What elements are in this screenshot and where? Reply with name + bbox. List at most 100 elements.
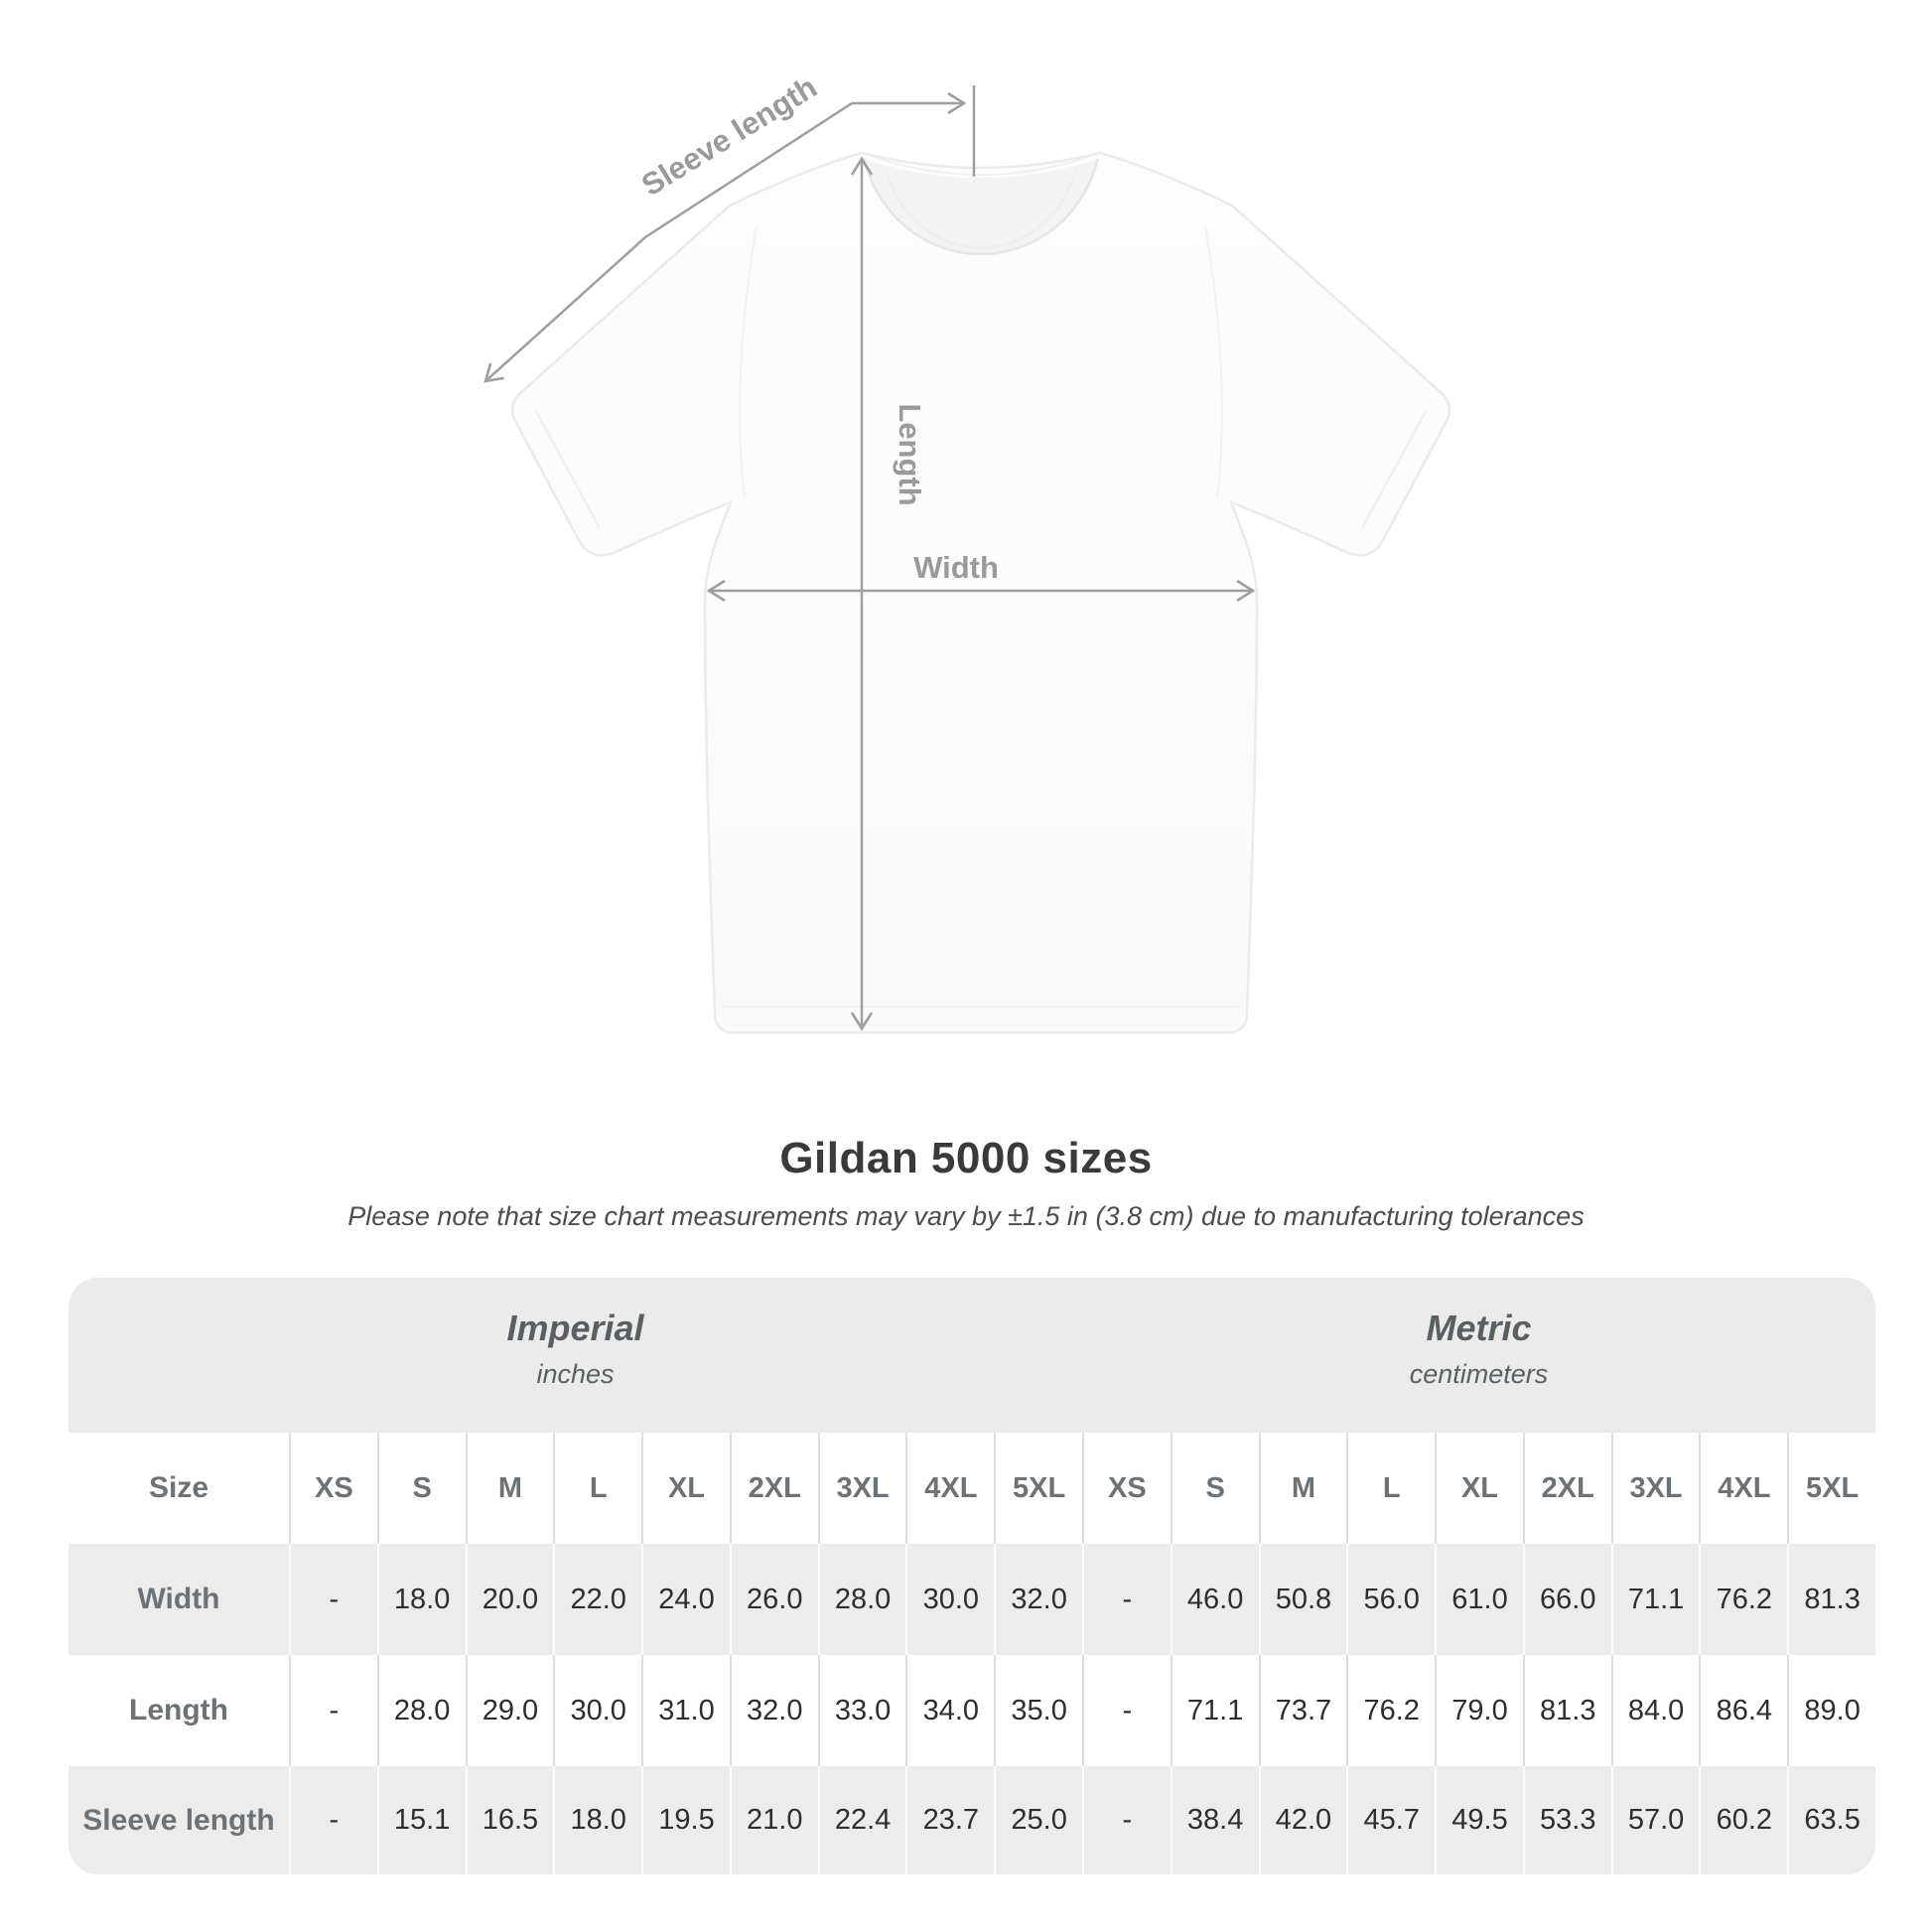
value-cell: -	[1082, 1766, 1171, 1874]
length-label: Length	[893, 403, 927, 505]
value-cell: -	[289, 1544, 377, 1655]
value-cell: 53.3	[1522, 1766, 1611, 1874]
value-cell: 81.3	[1787, 1544, 1875, 1655]
imperial-label: Imperial	[506, 1307, 644, 1348]
left-armhole-seam	[739, 225, 758, 497]
value-cell: 33.0	[817, 1655, 906, 1766]
value-cell: 32.0	[994, 1544, 1082, 1655]
value-cell: 24.0	[641, 1544, 730, 1655]
back-neck-seam	[873, 156, 1089, 176]
value-cell: 57.0	[1610, 1766, 1700, 1874]
left-cuff-seam	[535, 410, 601, 529]
col-header: M	[465, 1433, 554, 1544]
col-header: XL	[641, 1433, 730, 1544]
value-cell: 35.0	[994, 1655, 1082, 1766]
imperial-header: Imperial inches	[69, 1278, 1082, 1433]
table-row-sleeve-length: Sleeve length - 15.1 16.5 18.0 19.5 21.0…	[69, 1766, 1875, 1874]
col-header: M	[1258, 1433, 1347, 1544]
row-label: Sleeve length	[82, 1803, 275, 1837]
right-armhole-seam	[1204, 225, 1223, 497]
value-cell: 20.0	[465, 1544, 554, 1655]
size-header-row: Size XS S M L XL 2XL 3XL 4XL 5XL XS S M …	[69, 1433, 1875, 1544]
unit-header-row: Imperial inches Metric centimeters	[69, 1278, 1875, 1433]
tolerance-note: Please note that size chart measurements…	[347, 1201, 1585, 1231]
tshirt-body	[510, 151, 1451, 1035]
value-cell: 42.0	[1258, 1766, 1347, 1874]
value-cell: 19.5	[641, 1766, 730, 1874]
value-cell: 28.0	[376, 1655, 466, 1766]
col-header: 5XL	[1787, 1433, 1875, 1544]
measurement-annotations	[483, 85, 1256, 1032]
value-cell: 22.0	[553, 1544, 641, 1655]
tshirt-graphic	[510, 151, 1451, 1035]
value-cell: 30.0	[905, 1544, 994, 1655]
col-header: XL	[1435, 1433, 1523, 1544]
value-cell: -	[1082, 1544, 1171, 1655]
value-cell: 81.3	[1522, 1655, 1611, 1766]
value-cell: 16.5	[465, 1766, 554, 1874]
value-cell: 32.0	[729, 1655, 818, 1766]
col-header: 3XL	[817, 1433, 906, 1544]
row-label: Length	[129, 1694, 228, 1726]
value-cell: -	[289, 1655, 377, 1766]
value-cell: 66.0	[1522, 1544, 1611, 1655]
value-cell: 34.0	[905, 1655, 994, 1766]
col-header: 4XL	[1699, 1433, 1787, 1544]
col-header: S	[1170, 1433, 1259, 1544]
col-header: 3XL	[1610, 1433, 1700, 1544]
col-header: 2XL	[729, 1433, 818, 1544]
col-header: S	[376, 1433, 466, 1544]
metric-label: Metric	[1426, 1307, 1532, 1348]
metric-header: Metric centimeters	[1082, 1278, 1875, 1433]
value-cell: 29.0	[465, 1655, 554, 1766]
tshirt-measurement-diagram: Sleeve length Length Width	[483, 69, 1451, 1035]
value-cell: 30.0	[553, 1655, 641, 1766]
col-header: L	[1346, 1433, 1435, 1544]
metric-unit: centimeters	[1409, 1358, 1549, 1389]
col-header: 5XL	[994, 1433, 1082, 1544]
value-cell: 73.7	[1258, 1655, 1347, 1766]
value-cell: 38.4	[1170, 1766, 1259, 1874]
right-cuff-seam	[1361, 410, 1427, 529]
value-cell: 84.0	[1610, 1655, 1700, 1766]
collar-inner-seam	[885, 168, 1077, 249]
table-row-width: Width - 18.0 20.0 22.0 24.0 26.0 28.0 30…	[69, 1544, 1875, 1655]
value-cell: 23.7	[905, 1766, 994, 1874]
value-cell: 71.1	[1170, 1655, 1259, 1766]
row-label: Width	[137, 1583, 220, 1615]
value-cell: 61.0	[1435, 1544, 1523, 1655]
value-cell: 21.0	[729, 1766, 818, 1874]
value-cell: 89.0	[1787, 1655, 1875, 1766]
value-cell: 25.0	[994, 1766, 1082, 1874]
value-cell: 60.2	[1699, 1766, 1787, 1874]
value-cell: 15.1	[376, 1766, 466, 1874]
size-header-cell: Size	[148, 1471, 209, 1504]
imperial-unit: inches	[536, 1358, 615, 1389]
value-cell: 76.2	[1346, 1655, 1435, 1766]
value-cell: 63.5	[1787, 1766, 1875, 1874]
value-cell: 26.0	[729, 1544, 818, 1655]
collar-outer-seam	[862, 158, 1100, 256]
table-row-length: Length - 28.0 29.0 30.0 31.0 32.0 33.0 3…	[69, 1655, 1875, 1766]
value-cell: 45.7	[1346, 1766, 1435, 1874]
value-cell: 71.1	[1610, 1544, 1700, 1655]
value-cell: 50.8	[1258, 1544, 1347, 1655]
col-header: 2XL	[1522, 1433, 1611, 1544]
col-header: XS	[1082, 1433, 1171, 1544]
value-cell: -	[1082, 1655, 1171, 1766]
value-cell: 46.0	[1170, 1544, 1259, 1655]
value-cell: 79.0	[1435, 1655, 1523, 1766]
value-cell: 31.0	[641, 1655, 730, 1766]
value-cell: 22.4	[817, 1766, 906, 1874]
value-cell: 56.0	[1346, 1544, 1435, 1655]
value-cell: 18.0	[553, 1766, 641, 1874]
value-cell: -	[289, 1766, 377, 1874]
value-cell: 49.5	[1435, 1766, 1523, 1874]
col-header: XS	[289, 1433, 377, 1544]
value-cell: 18.0	[376, 1544, 466, 1655]
sleeve-length-arrow-diagonal	[483, 101, 853, 383]
size-table: Imperial inches Metric centimeters Size …	[69, 1278, 1875, 1874]
value-cell: 76.2	[1699, 1544, 1787, 1655]
col-header: 4XL	[905, 1433, 994, 1544]
neck-opening	[864, 159, 1098, 254]
